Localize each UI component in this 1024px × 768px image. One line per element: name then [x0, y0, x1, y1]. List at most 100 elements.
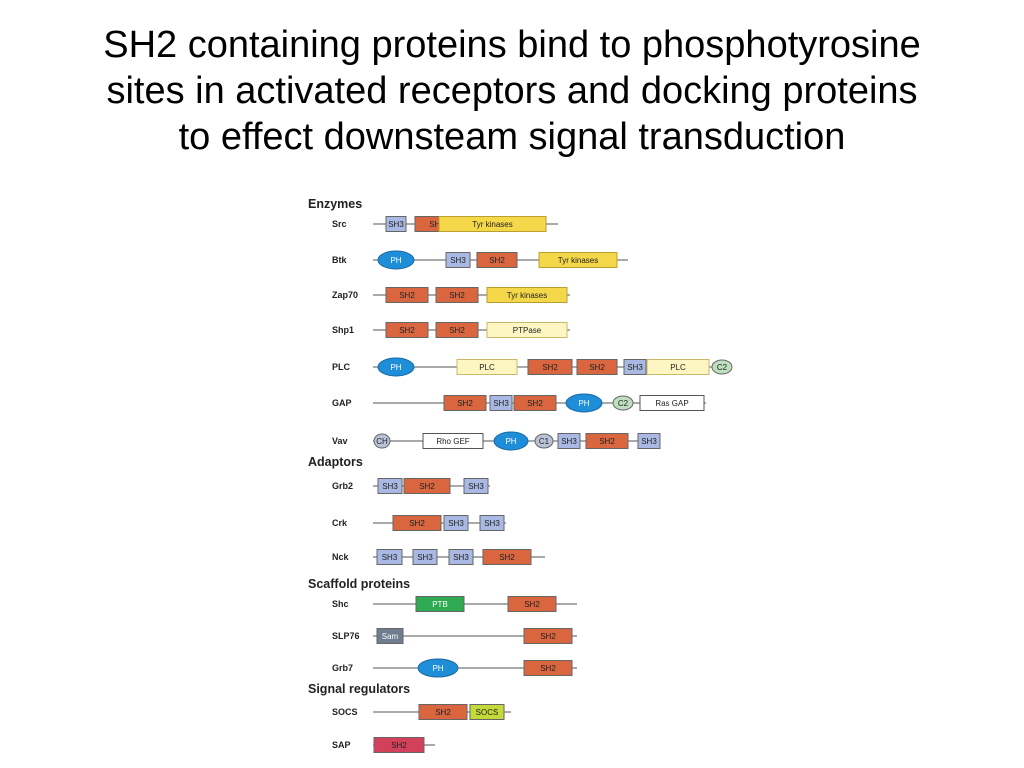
domain-shape	[513, 395, 557, 411]
category-label: Enzymes	[308, 197, 362, 211]
title-line-2: sites in activated receptors and docking…	[106, 70, 918, 112]
domain-label: SH3	[382, 482, 398, 491]
protein-row-socs: SOCS SH2 SOCS	[332, 704, 511, 720]
protein-name: GAP	[332, 398, 352, 408]
domain-label: Tyr kinases	[507, 291, 547, 300]
domain-shape	[523, 660, 573, 676]
domain-shape	[438, 216, 547, 232]
domain-shape	[373, 737, 425, 753]
domain-shape	[639, 395, 705, 411]
domain-shape	[417, 658, 459, 678]
domain-shape	[538, 252, 618, 268]
domain-shape	[711, 359, 733, 375]
domain-shape	[534, 433, 554, 449]
domain-ph: PH	[377, 357, 415, 377]
domain-plc: PLC	[456, 359, 518, 375]
domain-label: SH3	[641, 437, 657, 446]
domain-label: SH2	[429, 220, 445, 229]
protein-name: Shc	[332, 599, 349, 609]
domain-sh2: SH2	[435, 287, 479, 303]
domain-label: SH2	[524, 600, 540, 609]
domain-tyr-kinases: Tyr kinases	[538, 252, 618, 268]
domain-label: Rho GEF	[436, 437, 469, 446]
domain-label: SH2	[540, 664, 556, 673]
domain-shape	[445, 252, 471, 268]
domain-tyr-kinases: Tyr kinases	[486, 287, 568, 303]
domain-label: C2	[717, 363, 728, 372]
domain-sh3: SH3	[445, 252, 471, 268]
domain-label: SH2	[399, 326, 415, 335]
domain-ph: PH	[377, 250, 415, 270]
protein-name: Btk	[332, 255, 347, 265]
category-adaptors: Adaptors Grb2 SH3 SH2 SH3 Crk SH2 SH3 SH3 Nck SH3 S…	[308, 455, 545, 565]
domain-shape	[463, 478, 489, 494]
domain-shape	[507, 596, 557, 612]
domain-sh3: SH3	[385, 216, 407, 232]
protein-name: PLC	[332, 362, 351, 372]
domain-label: PH	[432, 664, 443, 673]
domain-shape	[523, 628, 573, 644]
domain-sh2: SH2	[523, 660, 573, 676]
protein-name: SOCS	[332, 707, 358, 717]
domain-sh2: SH2	[576, 359, 618, 375]
domain-label: SH3	[627, 363, 643, 372]
domain-sh2: SH2	[476, 252, 518, 268]
domain-label: SH2	[599, 437, 615, 446]
domain-sh3: SH3	[557, 433, 581, 449]
domain-label: SH2	[399, 291, 415, 300]
protein-name: Crk	[332, 518, 348, 528]
domain-shape	[493, 431, 529, 451]
domain-shape	[418, 704, 468, 720]
protein-name: Grb2	[332, 481, 353, 491]
domain-label: SOCS	[476, 708, 499, 717]
domain-shape	[637, 433, 661, 449]
protein-row-slp76: SLP76 Sam SH2	[332, 628, 577, 644]
domain-ptpase: PTPase	[486, 322, 568, 338]
protein-name: Zap70	[332, 290, 358, 300]
domain-label: PH	[578, 399, 589, 408]
domain-sh3: SH3	[443, 515, 469, 531]
category-scaffold-proteins: Scaffold proteins Shc PTB SH2 SLP76 Sam SH2 Grb…	[308, 577, 577, 678]
domain-label: PLC	[670, 363, 686, 372]
protein-row-shp1: Shp1 SH2 SH2 PTPase	[332, 322, 570, 338]
domain-label: SH2	[489, 256, 505, 265]
domain-label: CH	[376, 437, 388, 446]
domain-shape	[623, 359, 647, 375]
domain-c1: C1	[534, 433, 554, 449]
domain-label: C1	[539, 437, 550, 446]
domain-label: SH2	[589, 363, 605, 372]
domain-sh2: SH2	[585, 433, 629, 449]
protein-row-src: Src SH3 SH2 Tyr kinases	[332, 216, 558, 232]
protein-name: Grb7	[332, 663, 353, 673]
category-label: Scaffold proteins	[308, 577, 410, 591]
domain-rho-gef: Rho GEF	[422, 433, 484, 449]
domain-shape	[476, 252, 518, 268]
protein-row-grb7: Grb7 PH SH2	[332, 658, 577, 678]
domain-shape	[385, 216, 407, 232]
domain-shape	[435, 322, 479, 338]
domain-shape	[469, 704, 505, 720]
domain-shape	[376, 549, 403, 565]
domain-sh2: SH2	[373, 737, 425, 753]
protein-row-plc: PLC PH PLC SH2 SH2 SH3 PLC C2	[332, 357, 733, 377]
domain-c2: C2	[711, 359, 733, 375]
domain-shape	[377, 250, 415, 270]
domain-sh2: SH2	[385, 287, 429, 303]
domain-ph: PH	[417, 658, 459, 678]
category-enzymes: Enzymes Src SH3 SH2 Tyr kinases Btk PH SH3 SH2 Ty…	[308, 197, 733, 451]
domain-sh2: SH2	[392, 515, 442, 531]
domain-shape	[385, 287, 429, 303]
domain-label: PTB	[432, 600, 448, 609]
domain-label: C2	[618, 399, 629, 408]
domain-sh2: SH2	[507, 596, 557, 612]
title-line-3: to effect downsteam signal transduction	[178, 116, 846, 158]
protein-row-zap70: Zap70 SH2 SH2 Tyr kinases	[332, 287, 570, 303]
protein-row-gap: GAP SH2 SH3 SH2 PH C2 Ras GAP	[332, 393, 706, 413]
domain-label: SH3	[484, 519, 500, 528]
protein-name: SLP76	[332, 631, 360, 641]
domain-tyr-kinases: Tyr kinases	[438, 216, 547, 232]
domain-shape	[448, 549, 474, 565]
domain-label: PH	[390, 363, 401, 372]
domain-label: SH3	[453, 553, 469, 562]
